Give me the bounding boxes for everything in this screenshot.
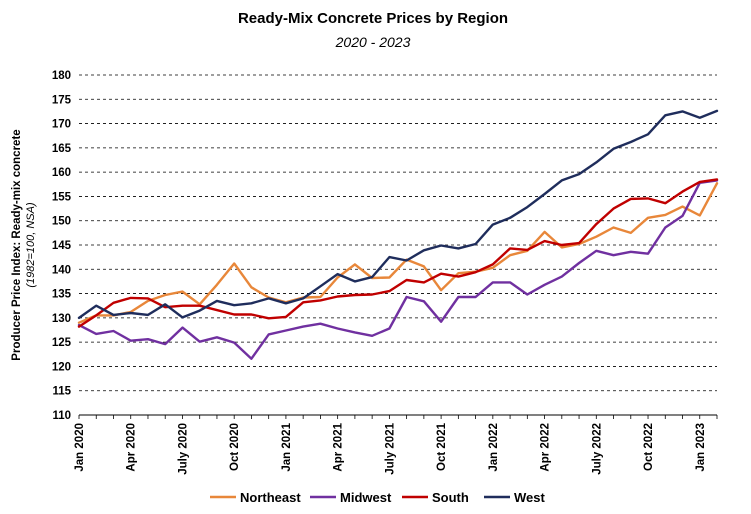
series-line-midwest — [77, 179, 719, 360]
y-tick-label: 130 — [52, 313, 71, 325]
x-tick-label: Oct 2021 — [436, 422, 448, 471]
x-tick-label: Jan 2021 — [281, 422, 293, 471]
y-tick-label: 165 — [52, 143, 72, 155]
y-tick-label: 145 — [52, 240, 72, 252]
y-tick-label: 115 — [52, 386, 71, 398]
series-line-south — [77, 178, 719, 328]
legend-label-midwest: Midwest — [340, 490, 392, 505]
x-tick-label: Jan 2023 — [695, 423, 707, 472]
legend-label-south: South — [432, 490, 469, 505]
legend-label-west: West — [514, 490, 545, 505]
x-tick-label: Jan 2020 — [74, 423, 86, 472]
y-axis: 110 115 120 125 130 135 140 145 150 155 160 165 170 1… — [52, 70, 72, 422]
y-axis-title: Producer Price Index: Ready-mix concrete — [11, 129, 23, 360]
y-tick-label: 160 — [52, 167, 71, 179]
y-tick-label: 175 — [52, 94, 72, 106]
y-tick-label: 135 — [52, 289, 72, 301]
chart-subtitle: 2020 - 2023 — [335, 34, 411, 50]
y-tick-label: 120 — [52, 361, 71, 373]
x-tick-label: Oct 2020 — [229, 423, 241, 471]
x-tick-label: Apr 2022 — [540, 423, 552, 472]
gridlines — [79, 74, 717, 392]
y-tick-label: 155 — [52, 191, 72, 203]
y-tick-label: 125 — [52, 337, 72, 349]
y-tick-label: 180 — [52, 70, 71, 82]
x-tick-label: July 2020 — [177, 423, 189, 475]
legend: Northeast Midwest South West — [210, 490, 545, 505]
x-tick-label: Apr 2020 — [126, 423, 138, 472]
x-tick-label: Jan 2022 — [488, 423, 500, 472]
y-tick-label: 110 — [52, 410, 71, 422]
y-axis-note: (1982=100, NSA) — [25, 202, 37, 288]
x-tick-label: Oct 2022 — [643, 423, 655, 471]
chart-title: Ready-Mix Concrete Prices by Region — [238, 10, 508, 27]
x-tick-label: Apr 2021 — [333, 422, 345, 471]
y-tick-label: 170 — [52, 119, 71, 131]
series-line-northeast — [77, 182, 719, 324]
plot-area — [77, 109, 719, 360]
y-axis-label: Producer Price Index: Ready-mix concrete… — [11, 129, 37, 360]
x-tick-label: July 2022 — [591, 423, 603, 475]
x-axis: Jan 2020 Apr 2020 July 2020 Oct 2020 Jan 202… — [74, 414, 718, 475]
series-line-west — [77, 109, 719, 320]
legend-label-northeast: Northeast — [240, 490, 301, 505]
y-tick-label: 140 — [52, 264, 71, 276]
x-tick-label: July 2021 — [384, 422, 396, 474]
y-tick-label: 150 — [52, 216, 71, 228]
